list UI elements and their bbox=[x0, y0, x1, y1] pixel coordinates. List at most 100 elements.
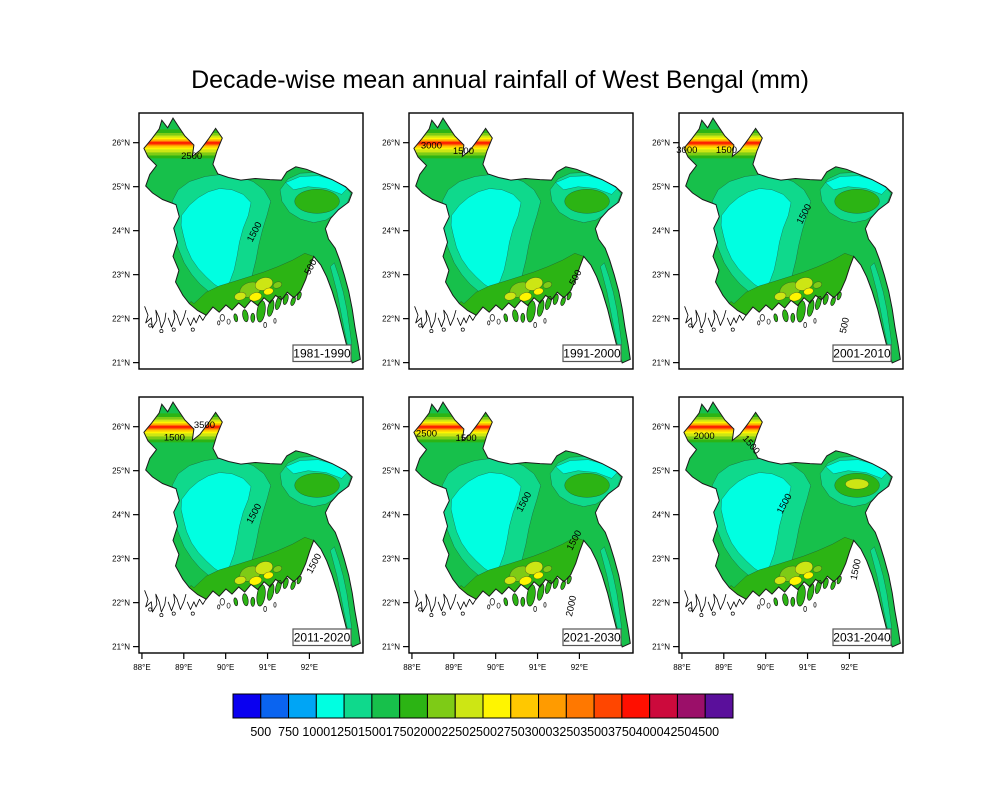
rainfall-band-stripe bbox=[143, 155, 236, 159]
sylhet-green-blob bbox=[564, 473, 610, 498]
rainfall-band-stripe bbox=[413, 147, 506, 150]
delta-islet-outline bbox=[757, 320, 761, 326]
lat-tick-label: 23°N bbox=[112, 554, 130, 563]
rainfall-band-stripe bbox=[143, 431, 236, 434]
sundarbans-coastline bbox=[707, 309, 727, 328]
contour-region-1250-1500 bbox=[180, 472, 252, 574]
sundarbans-islet bbox=[171, 611, 176, 616]
lon-tick-label: 90°E bbox=[217, 663, 234, 672]
colorbar-segment bbox=[343, 693, 373, 719]
coastal-rainfall-patch bbox=[803, 287, 814, 296]
sundarbans-coastline bbox=[414, 590, 437, 613]
sylhet-green-blob bbox=[294, 473, 340, 498]
colorbar-segment bbox=[676, 693, 706, 719]
lat-tick-label: 22°N bbox=[382, 598, 400, 607]
rainfall-band-stripe bbox=[143, 149, 236, 153]
rainfall-band-stripe bbox=[143, 433, 236, 437]
sylhet-green-blob bbox=[834, 189, 880, 214]
rainfall-band-stripe bbox=[683, 129, 776, 134]
delta-island bbox=[275, 295, 282, 310]
delta-island bbox=[782, 593, 789, 607]
delta-islet-outline bbox=[496, 318, 501, 325]
delta-islet-outline bbox=[217, 604, 221, 610]
contour-label: 2500 bbox=[416, 429, 437, 440]
delta-island bbox=[256, 584, 266, 607]
country-outline bbox=[683, 401, 901, 648]
coastal-rainfall-patch bbox=[533, 287, 544, 296]
colorbar-tick-label: 3000 bbox=[525, 725, 553, 739]
lat-tick-label: 24°N bbox=[112, 510, 130, 519]
rainfall-band-stripe bbox=[413, 152, 506, 156]
delta-island bbox=[233, 597, 239, 607]
sundarbans-islet bbox=[699, 613, 704, 618]
rainfall-band-stripe bbox=[143, 152, 236, 156]
lat-tick-label: 25°N bbox=[382, 466, 400, 475]
map-panel: 21°N 22°N 23°N 24°N 25°N 26°N 88°E 89°E 90°E 91°E… bbox=[652, 396, 904, 672]
delta-island bbox=[566, 575, 572, 585]
rainfall-band-stripe bbox=[683, 147, 776, 150]
delta-island bbox=[815, 295, 822, 310]
rainfall-band-stripe bbox=[143, 144, 236, 147]
rainfall-band-stripe bbox=[413, 143, 506, 146]
sundarbans-islet bbox=[460, 327, 465, 332]
coastal-rainfall-patch bbox=[249, 576, 262, 586]
contour-label: 2000 bbox=[694, 431, 715, 442]
lat-tick-label: 26°N bbox=[652, 138, 670, 147]
sundarbans-coastline bbox=[456, 598, 477, 610]
lat-tick-label: 23°N bbox=[652, 270, 670, 279]
rainfall-band-stripe bbox=[683, 427, 776, 430]
lat-tick-label: 23°N bbox=[382, 554, 400, 563]
rainfall-band-stripe bbox=[413, 149, 506, 153]
rainfall-band-stripe bbox=[413, 430, 506, 432]
contour-label: 3000 bbox=[421, 140, 442, 151]
sundarbans-coastline bbox=[726, 598, 747, 610]
delta-island bbox=[796, 584, 806, 607]
rainfall-band-stripe bbox=[143, 146, 236, 148]
rainfall-band-stripe bbox=[143, 425, 236, 427]
lon-tick-label: 92°E bbox=[301, 663, 318, 672]
delta-island bbox=[296, 291, 302, 301]
delta-islet-outline bbox=[273, 318, 277, 324]
colorbar-segment bbox=[454, 693, 484, 719]
delta-island bbox=[512, 309, 519, 323]
coastal-rainfall-patch bbox=[272, 281, 283, 289]
figure-title: Decade-wise mean annual rainfall of West… bbox=[191, 66, 809, 94]
rainfall-band-stripe bbox=[683, 430, 776, 432]
colorbar-segment bbox=[510, 693, 540, 719]
rainfall-band-stripe bbox=[413, 129, 506, 134]
rainfall-band-stripe bbox=[143, 141, 236, 143]
coastal-rainfall-patch bbox=[803, 571, 814, 580]
country-fills bbox=[413, 118, 631, 363]
sundarbans-islet bbox=[159, 329, 164, 334]
sundarbans-coastline bbox=[186, 598, 207, 610]
sundarbans-coastline bbox=[456, 314, 477, 326]
coastal-rainfall-patch bbox=[249, 292, 262, 302]
rainfall-band-stripe bbox=[413, 155, 506, 159]
sylhet-lime-core bbox=[845, 478, 869, 490]
sundarbans-coastline bbox=[414, 306, 437, 329]
decade-label: 1981-1990 bbox=[293, 347, 351, 361]
rainfall-band-stripe bbox=[143, 147, 236, 150]
sundarbans-coastline bbox=[684, 306, 707, 329]
rainfall-band-stripe bbox=[683, 426, 776, 428]
contour-label: 1500 bbox=[453, 146, 474, 157]
lat-tick-label: 23°N bbox=[112, 270, 130, 279]
lon-tick-label: 92°E bbox=[571, 663, 588, 672]
rainfall-band-stripe bbox=[143, 428, 236, 431]
delta-island bbox=[782, 309, 789, 323]
colorbar-segment bbox=[232, 693, 262, 719]
country-fills bbox=[683, 118, 901, 363]
panel-frame bbox=[138, 112, 364, 370]
rainfall-band-stripe bbox=[413, 433, 506, 437]
contour-label: 1500 bbox=[164, 433, 185, 444]
sundarbans-islet bbox=[190, 611, 195, 616]
delta-island bbox=[242, 309, 249, 323]
delta-island bbox=[503, 313, 509, 323]
sundarbans-islet bbox=[190, 327, 195, 332]
lat-tick-label: 22°N bbox=[112, 314, 130, 323]
rainfall-band-stripe bbox=[143, 426, 236, 428]
sundarbans-coastline bbox=[167, 309, 187, 328]
country-outline bbox=[143, 401, 361, 648]
lat-tick-label: 25°N bbox=[652, 182, 670, 191]
delta-island bbox=[545, 295, 552, 310]
